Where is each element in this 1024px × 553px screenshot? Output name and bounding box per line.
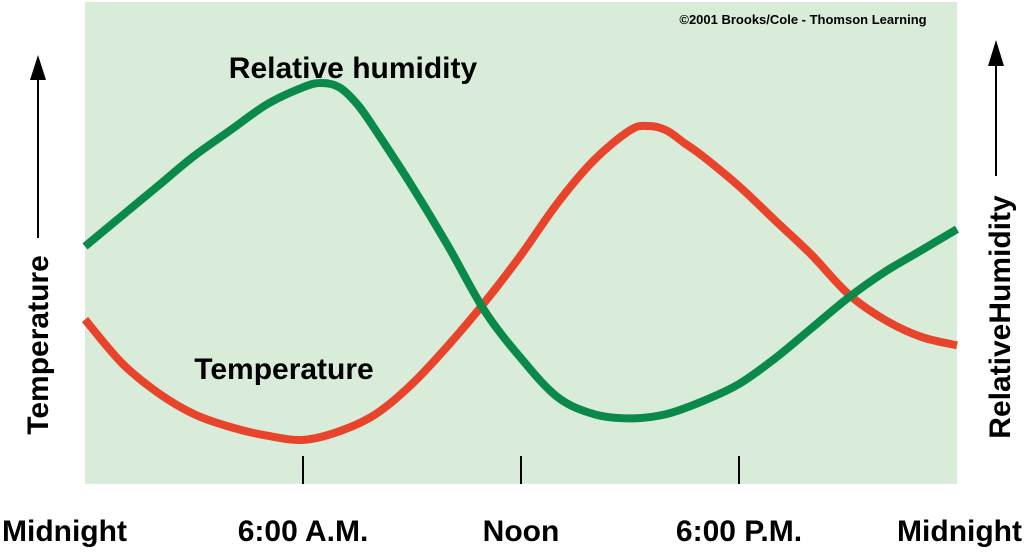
x-tick-labels: Midnight 6:00 A.M. Noon 6:00 P.M. Midnight	[2, 515, 1022, 548]
right-axis: RelativeHumidity	[984, 40, 1017, 439]
x-tick-label: Midnight	[897, 515, 1022, 548]
x-tick-label: 6:00 A.M.	[238, 515, 369, 548]
x-tick-label: Midnight	[2, 515, 127, 548]
series-line-temperature	[81, 121, 958, 445]
left-axis: Temperature	[22, 55, 55, 435]
x-tick-label: Noon	[483, 515, 560, 548]
right-axis-arrowhead-icon	[988, 40, 1004, 66]
left-axis-arrowhead-icon	[30, 55, 46, 80]
right-axis-label: RelativeHumidity	[984, 195, 1017, 439]
series-label-temperature: Temperature	[194, 353, 374, 386]
copyright-label: ©2001 Brooks/Cole - Thomson Learning	[679, 12, 926, 27]
series-lines	[81, 79, 960, 445]
plot-background	[85, 2, 957, 484]
x-tick-label: 6:00 P.M.	[676, 515, 802, 548]
series-label-humidity: Relative humidity	[229, 52, 478, 85]
left-axis-label: Temperature	[22, 255, 55, 435]
series-line-humidity	[82, 79, 960, 423]
x-tick-marks	[302, 456, 740, 484]
